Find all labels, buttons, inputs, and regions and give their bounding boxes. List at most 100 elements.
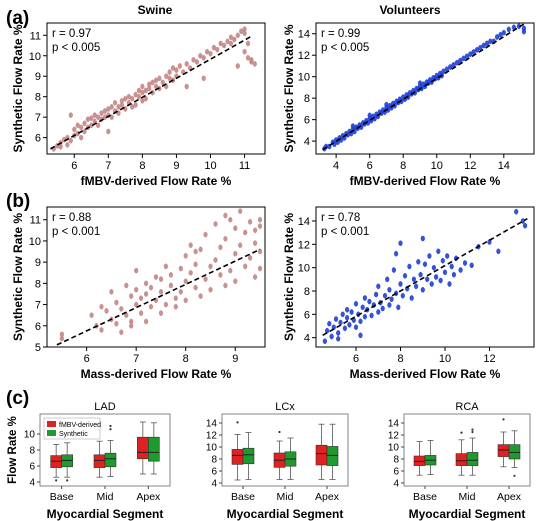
data-point [398, 281, 403, 287]
x-tick-label: 6 [71, 160, 77, 172]
y-tick-label: 12 [388, 431, 400, 442]
data-point [514, 208, 519, 215]
legend-swatch [47, 421, 56, 427]
data-point [144, 280, 149, 287]
outlier-point [236, 421, 239, 424]
legend-label: fMBV-derived [59, 422, 101, 429]
y-tick-label: 8 [35, 278, 41, 290]
data-point [414, 283, 419, 290]
legend-box [43, 417, 101, 440]
data-point [82, 120, 87, 127]
data-point [112, 100, 118, 106]
data-point [218, 244, 223, 251]
box [148, 436, 160, 462]
data-point [458, 267, 463, 273]
data-point [431, 264, 436, 271]
data-point [253, 240, 258, 246]
x-axis-label: Mass-derived Flow Rate % [350, 367, 501, 381]
data-point [440, 257, 445, 264]
scatter-swine-mass: 6 7 8 9 5 6 7 8 9 10 11 r = 0.88 p < 0.001 Mass-deriv… [11, 206, 266, 381]
data-point [416, 258, 421, 265]
x-tick-label: 8 [400, 160, 406, 172]
data-point [223, 282, 228, 289]
data-point [322, 338, 327, 345]
x-tick-label: Base [231, 491, 255, 503]
data-point [208, 286, 213, 293]
data-point [163, 263, 168, 270]
data-point [382, 292, 388, 299]
data-point [208, 50, 213, 57]
y-tick-label: 6 [304, 309, 310, 321]
data-point [168, 282, 173, 289]
y-tick-label: 12 [206, 431, 218, 442]
y-tick-label: 10 [388, 443, 400, 454]
y-axis-label: Synthetic Flow Rate % [11, 213, 25, 341]
data-point [65, 141, 70, 148]
data-point [183, 252, 188, 259]
data-point [387, 302, 392, 308]
data-point [235, 32, 240, 39]
data-point [347, 321, 352, 328]
data-point [400, 292, 405, 299]
data-point [422, 261, 428, 268]
y-tick-label: 7 [35, 300, 41, 312]
data-point [78, 134, 84, 141]
x-tick-label: 8 [139, 160, 145, 172]
data-point [134, 301, 139, 308]
data-point [129, 322, 134, 329]
data-point [358, 318, 363, 325]
x-tick-label: 9 [232, 353, 238, 365]
y-tick-label: 11 [30, 30, 41, 42]
data-point [345, 306, 350, 313]
data-point [376, 309, 381, 315]
data-point [522, 222, 528, 229]
data-point [449, 263, 454, 270]
y-tick-label: 6 [29, 462, 35, 473]
data-point [136, 93, 142, 100]
data-point [198, 246, 203, 253]
data-point [336, 330, 341, 336]
data-point [396, 304, 401, 311]
data-point [59, 331, 64, 338]
data-point [233, 250, 238, 257]
x-tick-label: Base [413, 491, 437, 503]
outlier-point [471, 428, 474, 431]
plot-frame [315, 206, 535, 348]
box [137, 436, 149, 460]
x-axis-label: Myocardial Segment [227, 507, 344, 521]
data-point [95, 122, 101, 129]
data-point [325, 327, 330, 334]
data-point [194, 59, 199, 65]
data-point [130, 95, 135, 102]
x-tick-label: Mid [97, 491, 114, 503]
box [413, 455, 426, 466]
data-point [248, 255, 253, 261]
data-point [99, 303, 104, 310]
y-tick-label: 10 [206, 443, 218, 454]
data-point [157, 75, 162, 82]
y-tick-label: 4 [304, 333, 310, 345]
column-title-volunteers: Volunteers [379, 3, 440, 17]
stat-annotation: r = 0.99 [321, 28, 360, 40]
x-tick-label: 6 [367, 160, 373, 172]
y-tick-label: 6 [304, 115, 310, 127]
panel-title: LAD [94, 401, 115, 413]
data-point [203, 231, 208, 238]
data-point [327, 320, 332, 327]
data-point [391, 267, 396, 273]
data-point [409, 295, 414, 301]
data-point [119, 329, 124, 336]
data-point [376, 283, 381, 290]
fit-line [56, 248, 261, 346]
x-tick-label: Base [50, 491, 74, 503]
data-point [129, 293, 134, 299]
data-point [144, 318, 149, 325]
x-tick-label: 10 [439, 353, 451, 365]
stat-annotation: r = 0.88 [52, 212, 91, 224]
y-tick-label: 10 [24, 430, 36, 441]
x-axis-label: Myocardial Segment [409, 507, 526, 521]
data-point [201, 55, 206, 61]
box [455, 453, 468, 466]
data-point [418, 271, 423, 278]
data-point [139, 310, 144, 316]
